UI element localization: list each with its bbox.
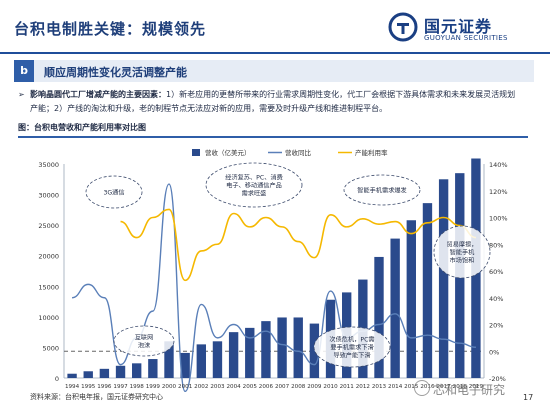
x-tick-label: 1994	[65, 384, 80, 390]
revenue-bar	[439, 179, 448, 378]
revenue-bar	[261, 321, 270, 378]
y-left-tick: 35000	[38, 161, 59, 169]
revenue-bar	[132, 363, 141, 378]
revenue-bar	[294, 317, 303, 378]
x-tick-label: 2007	[275, 384, 290, 390]
revenue-bar	[423, 203, 432, 378]
y-left-tick: 0	[55, 375, 59, 383]
x-tick-label: 1999	[146, 384, 161, 390]
revenue-bar	[277, 317, 286, 378]
x-tick-label: 1995	[81, 384, 96, 390]
y-right-tick: 100%	[489, 215, 508, 223]
x-tick-label: 2006	[259, 384, 274, 390]
annotation-text: 经济复苏、PC、消费	[225, 174, 283, 182]
legend-label: 营收同比	[285, 148, 312, 157]
x-tick-label: 2011	[340, 384, 355, 390]
y-right-tick: 40%	[489, 295, 503, 303]
revenue-bar	[100, 369, 109, 378]
revenue-bar	[245, 328, 254, 378]
y-right-tick: 0%	[489, 348, 499, 356]
revenue-bar	[213, 341, 222, 378]
annotation-text: 导致产能下滑	[333, 352, 370, 360]
logo-en: GUOYUAN SECURITIES	[424, 34, 508, 42]
legend-label: 营收（亿美元）	[205, 148, 251, 157]
annotation-text: 要手机需求下滑	[330, 344, 373, 352]
y-right-tick: 80%	[489, 241, 503, 249]
x-tick-label: 1996	[97, 384, 112, 390]
y-right-tick: 20%	[489, 322, 503, 330]
y-left-tick: 10000	[38, 314, 59, 322]
annotation-text: 贸易摩擦，	[447, 241, 478, 249]
y-right-tick: 120%	[489, 188, 508, 196]
x-tick-label: 2004	[226, 384, 241, 390]
header-divider	[0, 52, 550, 54]
wechat-icon	[414, 380, 430, 396]
x-tick-label: 2003	[210, 384, 225, 390]
annotation-text: 智能手机	[450, 249, 476, 257]
x-tick-label: 2013	[372, 384, 387, 390]
annotation-text: 智能手机需求爆发	[357, 187, 407, 195]
x-tick-label: 2012	[356, 384, 370, 390]
logo-mark-icon	[388, 12, 418, 42]
y-right-tick: 60%	[489, 268, 503, 276]
y-right-tick: 140%	[489, 161, 508, 169]
bullet-arrow-icon: ➢	[18, 88, 25, 102]
page-title: 台积电制胜关键：规模领先	[14, 18, 206, 39]
annotation-text: 市场饱和	[450, 257, 475, 265]
section-badge: b	[14, 60, 34, 82]
x-tick-label: 2014	[388, 384, 403, 390]
company-logo: 国元证券 GUOYUAN SECURITIES	[388, 10, 538, 50]
revenue-bar	[197, 344, 206, 378]
x-tick-label: 2008	[291, 384, 306, 390]
revenue-bar	[407, 220, 416, 378]
section-bar: b 顺应周期性变化灵活调整产能	[14, 60, 534, 82]
x-tick-label: 2009	[307, 384, 322, 390]
x-tick-label: 1997	[113, 384, 128, 390]
figure-divider	[18, 136, 528, 138]
x-tick-label: 2002	[194, 384, 208, 390]
page-number: 17	[523, 393, 533, 402]
y-left-tick: 15000	[38, 283, 59, 291]
annotation-text: 互联网	[135, 334, 154, 342]
revenue-bar	[229, 332, 238, 378]
revenue-utilization-chart: 05000100001500020000250003000035000-20%0…	[14, 140, 534, 392]
legend-label: 产能利用率	[355, 148, 388, 157]
x-tick-label: 2001	[178, 384, 193, 390]
annotation-text: 泡沫	[138, 342, 150, 350]
y-left-tick: 30000	[38, 192, 59, 200]
y-left-tick: 25000	[38, 222, 59, 230]
figure-title: 图：台积电营收和产能利用率对比图	[18, 122, 146, 133]
revenue-bar	[84, 371, 93, 378]
annotation-text: 3G通信	[103, 189, 124, 197]
annotation-text: 电子、移动通信产品	[226, 182, 282, 190]
revenue-bar	[67, 374, 76, 378]
revenue-bar	[116, 366, 125, 378]
source-note: 资料来源：台积电年报，国元证券研究中心	[30, 392, 163, 402]
legend-swatch	[192, 149, 200, 156]
x-tick-label: 1998	[130, 384, 145, 390]
watermark-text: 芯和电子研究	[433, 383, 505, 397]
body-paragraph: ➢ 影响晶圆代工厂增减产能的主要因素：1）新老应用的更替所带来的行业需求周期性变…	[18, 88, 523, 116]
revenue-bar	[148, 359, 157, 378]
watermark: 芯和电子研究	[414, 380, 505, 398]
annotation-text: 需求旺盛	[242, 190, 267, 198]
y-left-tick: 20000	[38, 253, 59, 261]
x-tick-label: 2010	[323, 384, 338, 390]
header: 台积电制胜关键：规模领先 国元证券 GUOYUAN SECURITIES	[0, 0, 550, 56]
section-title: 顺应周期性变化灵活调整产能	[44, 64, 187, 80]
body-bold-lead: 影响晶圆代工厂增减产能的主要因素：	[30, 90, 166, 99]
x-tick-label: 2005	[243, 384, 258, 390]
x-tick-label: 2000	[162, 384, 177, 390]
annotation-text: 次债危机，PC需	[329, 336, 374, 344]
y-left-tick: 5000	[42, 344, 59, 352]
revenue-bar	[390, 239, 399, 378]
utilization-line	[121, 209, 476, 280]
